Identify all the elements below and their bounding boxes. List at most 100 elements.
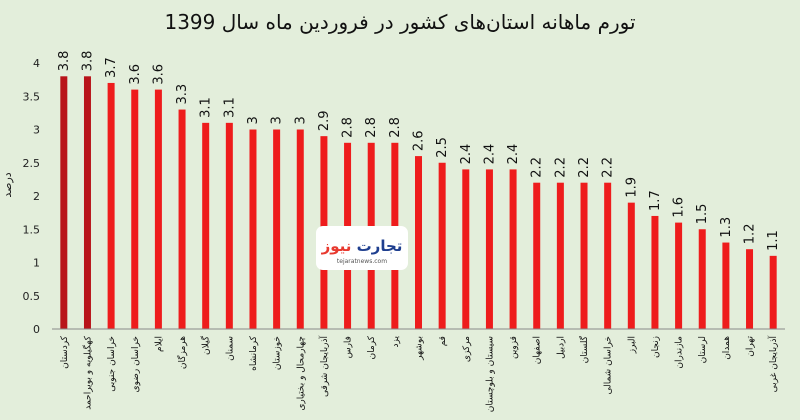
bar bbox=[131, 89, 139, 329]
bar bbox=[722, 242, 730, 329]
y-axis-label: درصد bbox=[1, 172, 14, 197]
x-tick-label: فارس bbox=[344, 336, 354, 358]
bar bbox=[533, 182, 541, 329]
bar bbox=[107, 82, 115, 329]
bar bbox=[296, 129, 304, 329]
value-label: 3 bbox=[270, 116, 285, 124]
value-label: 2.5 bbox=[435, 137, 450, 158]
bar bbox=[154, 89, 162, 329]
x-tick-label: کهگیلویه و بویراحمد bbox=[81, 335, 93, 409]
x-tick-label: لرستان bbox=[698, 336, 708, 363]
bar bbox=[462, 169, 470, 329]
bar bbox=[178, 109, 186, 329]
y-tick-label: 1 bbox=[33, 257, 40, 270]
y-tick-label: 0.5 bbox=[23, 290, 41, 303]
value-label: 3 bbox=[246, 116, 261, 124]
x-tick-label: اصفهان bbox=[533, 336, 543, 364]
bar bbox=[627, 202, 635, 329]
bar bbox=[698, 229, 706, 329]
value-label: 2.4 bbox=[482, 144, 497, 165]
value-label: 2.9 bbox=[317, 110, 332, 131]
x-tick-label: آذربایجان غربی bbox=[767, 336, 779, 393]
bar bbox=[485, 169, 493, 329]
y-axis-ticks: 0 0.5 1 1.5 2 2.5 3 3.5 4 bbox=[23, 57, 41, 336]
x-tick-label: زنجان bbox=[651, 336, 661, 358]
value-label: 2.2 bbox=[577, 157, 592, 178]
value-label: 3.1 bbox=[222, 97, 237, 118]
bar bbox=[415, 156, 422, 329]
watermark-brand: تجارت نیوز bbox=[321, 237, 403, 255]
x-tick-label: البرز bbox=[627, 336, 637, 354]
x-tick-label: خوزستان bbox=[273, 336, 283, 370]
value-label: 3.8 bbox=[57, 51, 72, 72]
bar bbox=[83, 76, 91, 329]
x-tick-label: سیستان و بلوچستان bbox=[485, 336, 495, 412]
value-label: 3.6 bbox=[151, 64, 166, 85]
y-tick-label: 1.5 bbox=[23, 223, 41, 236]
value-label: 2.8 bbox=[341, 117, 356, 138]
value-label: 1.1 bbox=[766, 230, 781, 251]
y-tick-label: 4 bbox=[33, 57, 40, 70]
bar bbox=[438, 162, 446, 329]
x-tick-label: بوشهر bbox=[415, 336, 425, 361]
bar bbox=[556, 182, 564, 329]
x-tick-label: کرمانشاه bbox=[249, 335, 259, 371]
bar bbox=[675, 222, 683, 329]
bar bbox=[249, 129, 257, 329]
bar bbox=[651, 215, 659, 329]
x-tick-label: هرمزگان bbox=[176, 336, 188, 369]
bar bbox=[746, 249, 754, 329]
bar bbox=[769, 255, 777, 329]
x-tick-label: خراسان شمالی bbox=[604, 336, 614, 395]
watermark-logo: تجارت نیوز tejaratnews.com bbox=[316, 226, 408, 270]
bar bbox=[580, 182, 588, 329]
value-label: 3.7 bbox=[104, 57, 119, 78]
x-tick-label: خراسان جنوبی bbox=[107, 336, 117, 392]
value-label: 2.2 bbox=[601, 157, 616, 178]
value-labels: 3.8 3.8 3.7 3.6 3.63.33.1 3.13 3 3 2.9 2.8 2.8 2.82… bbox=[57, 51, 781, 251]
value-label: 3.8 bbox=[80, 51, 95, 72]
value-label: 2.8 bbox=[364, 117, 379, 138]
x-tick-label: خراسان رضوی bbox=[131, 336, 141, 392]
x-tick-label: مرکزی bbox=[462, 336, 472, 362]
x-tick-label: کردستان bbox=[60, 335, 70, 369]
value-label: 1.9 bbox=[624, 177, 639, 198]
x-tick-label: مازندران bbox=[675, 336, 685, 369]
y-tick-label: 3 bbox=[33, 124, 40, 137]
x-tick-label: قزوین bbox=[509, 336, 519, 359]
value-label: 2.6 bbox=[412, 130, 427, 151]
value-label: 3.6 bbox=[128, 64, 143, 85]
chart-title: تورم ماهانه استان‌های کشور در فروردین ما… bbox=[164, 10, 635, 34]
value-label: 3.3 bbox=[175, 84, 190, 105]
x-tick-label: آذربایجان شرقی bbox=[318, 336, 330, 397]
x-tick-label: قم bbox=[438, 336, 448, 346]
value-label: 2.4 bbox=[459, 144, 474, 165]
bar bbox=[509, 169, 517, 329]
x-tick-label: سمنان bbox=[225, 336, 235, 361]
x-tick-label: چهارمحال و بختیاری bbox=[296, 336, 306, 411]
x-tick-label: گلستان bbox=[578, 335, 590, 363]
watermark-site: tejaratnews.com bbox=[337, 258, 387, 265]
bar bbox=[604, 182, 612, 329]
value-label: 3.1 bbox=[199, 97, 214, 118]
x-tick-label: کرمان bbox=[367, 335, 377, 359]
bars bbox=[60, 76, 777, 329]
value-label: 1.6 bbox=[672, 197, 687, 218]
value-label: 2.2 bbox=[553, 157, 568, 178]
value-label: 1.2 bbox=[743, 224, 758, 245]
x-tick-label: ایلام bbox=[154, 336, 164, 352]
y-tick-label: 2 bbox=[33, 190, 40, 203]
watermark-background bbox=[316, 226, 408, 270]
y-tick-label: 3.5 bbox=[23, 90, 41, 103]
x-tick-label: اردبیل bbox=[556, 336, 566, 359]
x-tick-label: تهران bbox=[746, 336, 756, 357]
watermark-brand-part2: نیوز bbox=[321, 237, 352, 255]
value-label: 1.3 bbox=[719, 217, 734, 238]
value-label: 3 bbox=[293, 116, 308, 124]
value-label: 2.2 bbox=[530, 157, 545, 178]
watermark-brand-part1: تجارت bbox=[357, 237, 403, 255]
x-tick-label: گیلان bbox=[200, 335, 212, 355]
x-tick-label: یزد bbox=[391, 336, 401, 348]
value-label: 2.8 bbox=[388, 117, 403, 138]
